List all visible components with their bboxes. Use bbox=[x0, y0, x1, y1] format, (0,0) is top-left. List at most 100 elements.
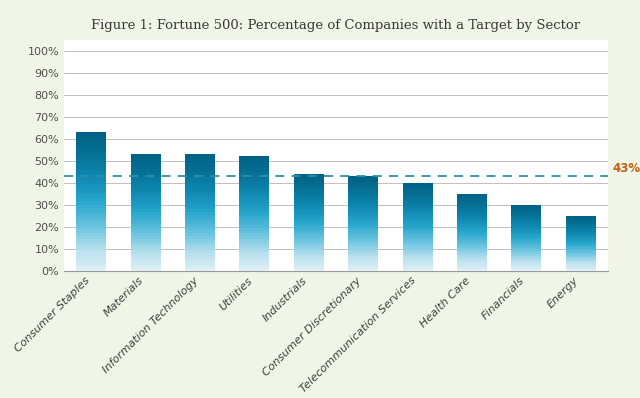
Bar bbox=[348, 219, 378, 221]
Bar bbox=[239, 179, 269, 182]
Bar bbox=[511, 262, 541, 264]
Bar bbox=[457, 248, 487, 250]
Bar bbox=[294, 183, 324, 186]
Bar bbox=[76, 191, 106, 195]
Bar bbox=[403, 262, 433, 264]
Bar bbox=[239, 202, 269, 205]
Bar bbox=[185, 250, 215, 253]
Bar bbox=[566, 216, 596, 217]
Bar bbox=[185, 198, 215, 201]
Bar bbox=[457, 196, 487, 197]
Bar bbox=[185, 221, 215, 224]
Bar bbox=[131, 189, 161, 192]
Bar bbox=[131, 218, 161, 221]
Bar bbox=[131, 268, 161, 271]
Bar bbox=[511, 243, 541, 244]
Bar bbox=[511, 241, 541, 243]
Bar bbox=[511, 223, 541, 224]
Bar bbox=[185, 209, 215, 213]
Bar bbox=[185, 204, 215, 207]
Bar bbox=[294, 232, 324, 234]
Bar bbox=[566, 269, 596, 271]
Bar bbox=[131, 244, 161, 247]
Bar bbox=[239, 193, 269, 196]
Bar bbox=[294, 266, 324, 268]
Bar bbox=[511, 266, 541, 267]
Bar bbox=[76, 236, 106, 240]
Bar bbox=[76, 146, 106, 150]
Bar bbox=[76, 219, 106, 222]
Bar bbox=[131, 227, 161, 230]
Bar bbox=[76, 264, 106, 267]
Bar bbox=[457, 197, 487, 199]
Bar bbox=[294, 246, 324, 249]
Bar bbox=[457, 265, 487, 267]
Bar bbox=[511, 211, 541, 213]
Bar bbox=[76, 240, 106, 243]
Bar bbox=[566, 228, 596, 229]
Bar bbox=[294, 215, 324, 217]
Bar bbox=[348, 188, 378, 190]
Bar bbox=[566, 244, 596, 246]
Bar bbox=[511, 221, 541, 223]
Bar bbox=[403, 207, 433, 209]
Bar bbox=[131, 166, 161, 169]
Bar bbox=[185, 189, 215, 192]
Bar bbox=[294, 220, 324, 222]
Bar bbox=[457, 257, 487, 259]
Bar bbox=[566, 265, 596, 267]
Bar bbox=[457, 236, 487, 238]
Bar bbox=[511, 256, 541, 258]
Bar bbox=[403, 222, 433, 224]
Bar bbox=[294, 254, 324, 256]
Bar bbox=[566, 268, 596, 269]
Bar bbox=[185, 218, 215, 221]
Bar bbox=[185, 230, 215, 233]
Bar bbox=[294, 174, 324, 176]
Bar bbox=[403, 240, 433, 242]
Bar bbox=[185, 183, 215, 186]
Bar bbox=[131, 221, 161, 224]
Bar bbox=[294, 210, 324, 213]
Bar bbox=[348, 193, 378, 195]
Bar bbox=[566, 253, 596, 254]
Bar bbox=[566, 229, 596, 231]
Bar bbox=[239, 228, 269, 230]
Bar bbox=[76, 153, 106, 156]
Bar bbox=[131, 238, 161, 242]
Bar bbox=[457, 246, 487, 248]
Bar bbox=[185, 163, 215, 166]
Bar bbox=[239, 171, 269, 174]
Bar bbox=[239, 185, 269, 188]
Bar bbox=[511, 216, 541, 218]
Bar bbox=[294, 261, 324, 263]
Bar bbox=[348, 181, 378, 183]
Bar bbox=[457, 222, 487, 224]
Bar bbox=[348, 245, 378, 247]
Bar bbox=[403, 259, 433, 262]
Bar bbox=[239, 156, 269, 159]
Bar bbox=[294, 217, 324, 220]
Bar bbox=[348, 185, 378, 188]
Bar bbox=[457, 209, 487, 211]
Bar bbox=[294, 225, 324, 227]
Bar bbox=[348, 226, 378, 228]
Bar bbox=[511, 220, 541, 221]
Bar bbox=[566, 220, 596, 221]
Bar bbox=[348, 228, 378, 230]
Bar bbox=[457, 213, 487, 215]
Bar bbox=[185, 157, 215, 160]
Bar bbox=[348, 178, 378, 181]
Bar bbox=[566, 232, 596, 234]
Bar bbox=[294, 259, 324, 261]
Bar bbox=[403, 264, 433, 266]
Bar bbox=[131, 163, 161, 166]
Bar bbox=[185, 247, 215, 250]
Bar bbox=[348, 202, 378, 205]
Bar bbox=[566, 224, 596, 225]
Bar bbox=[348, 190, 378, 193]
Bar bbox=[403, 191, 433, 194]
Bar bbox=[348, 268, 378, 271]
Bar bbox=[457, 252, 487, 254]
Bar bbox=[294, 193, 324, 196]
